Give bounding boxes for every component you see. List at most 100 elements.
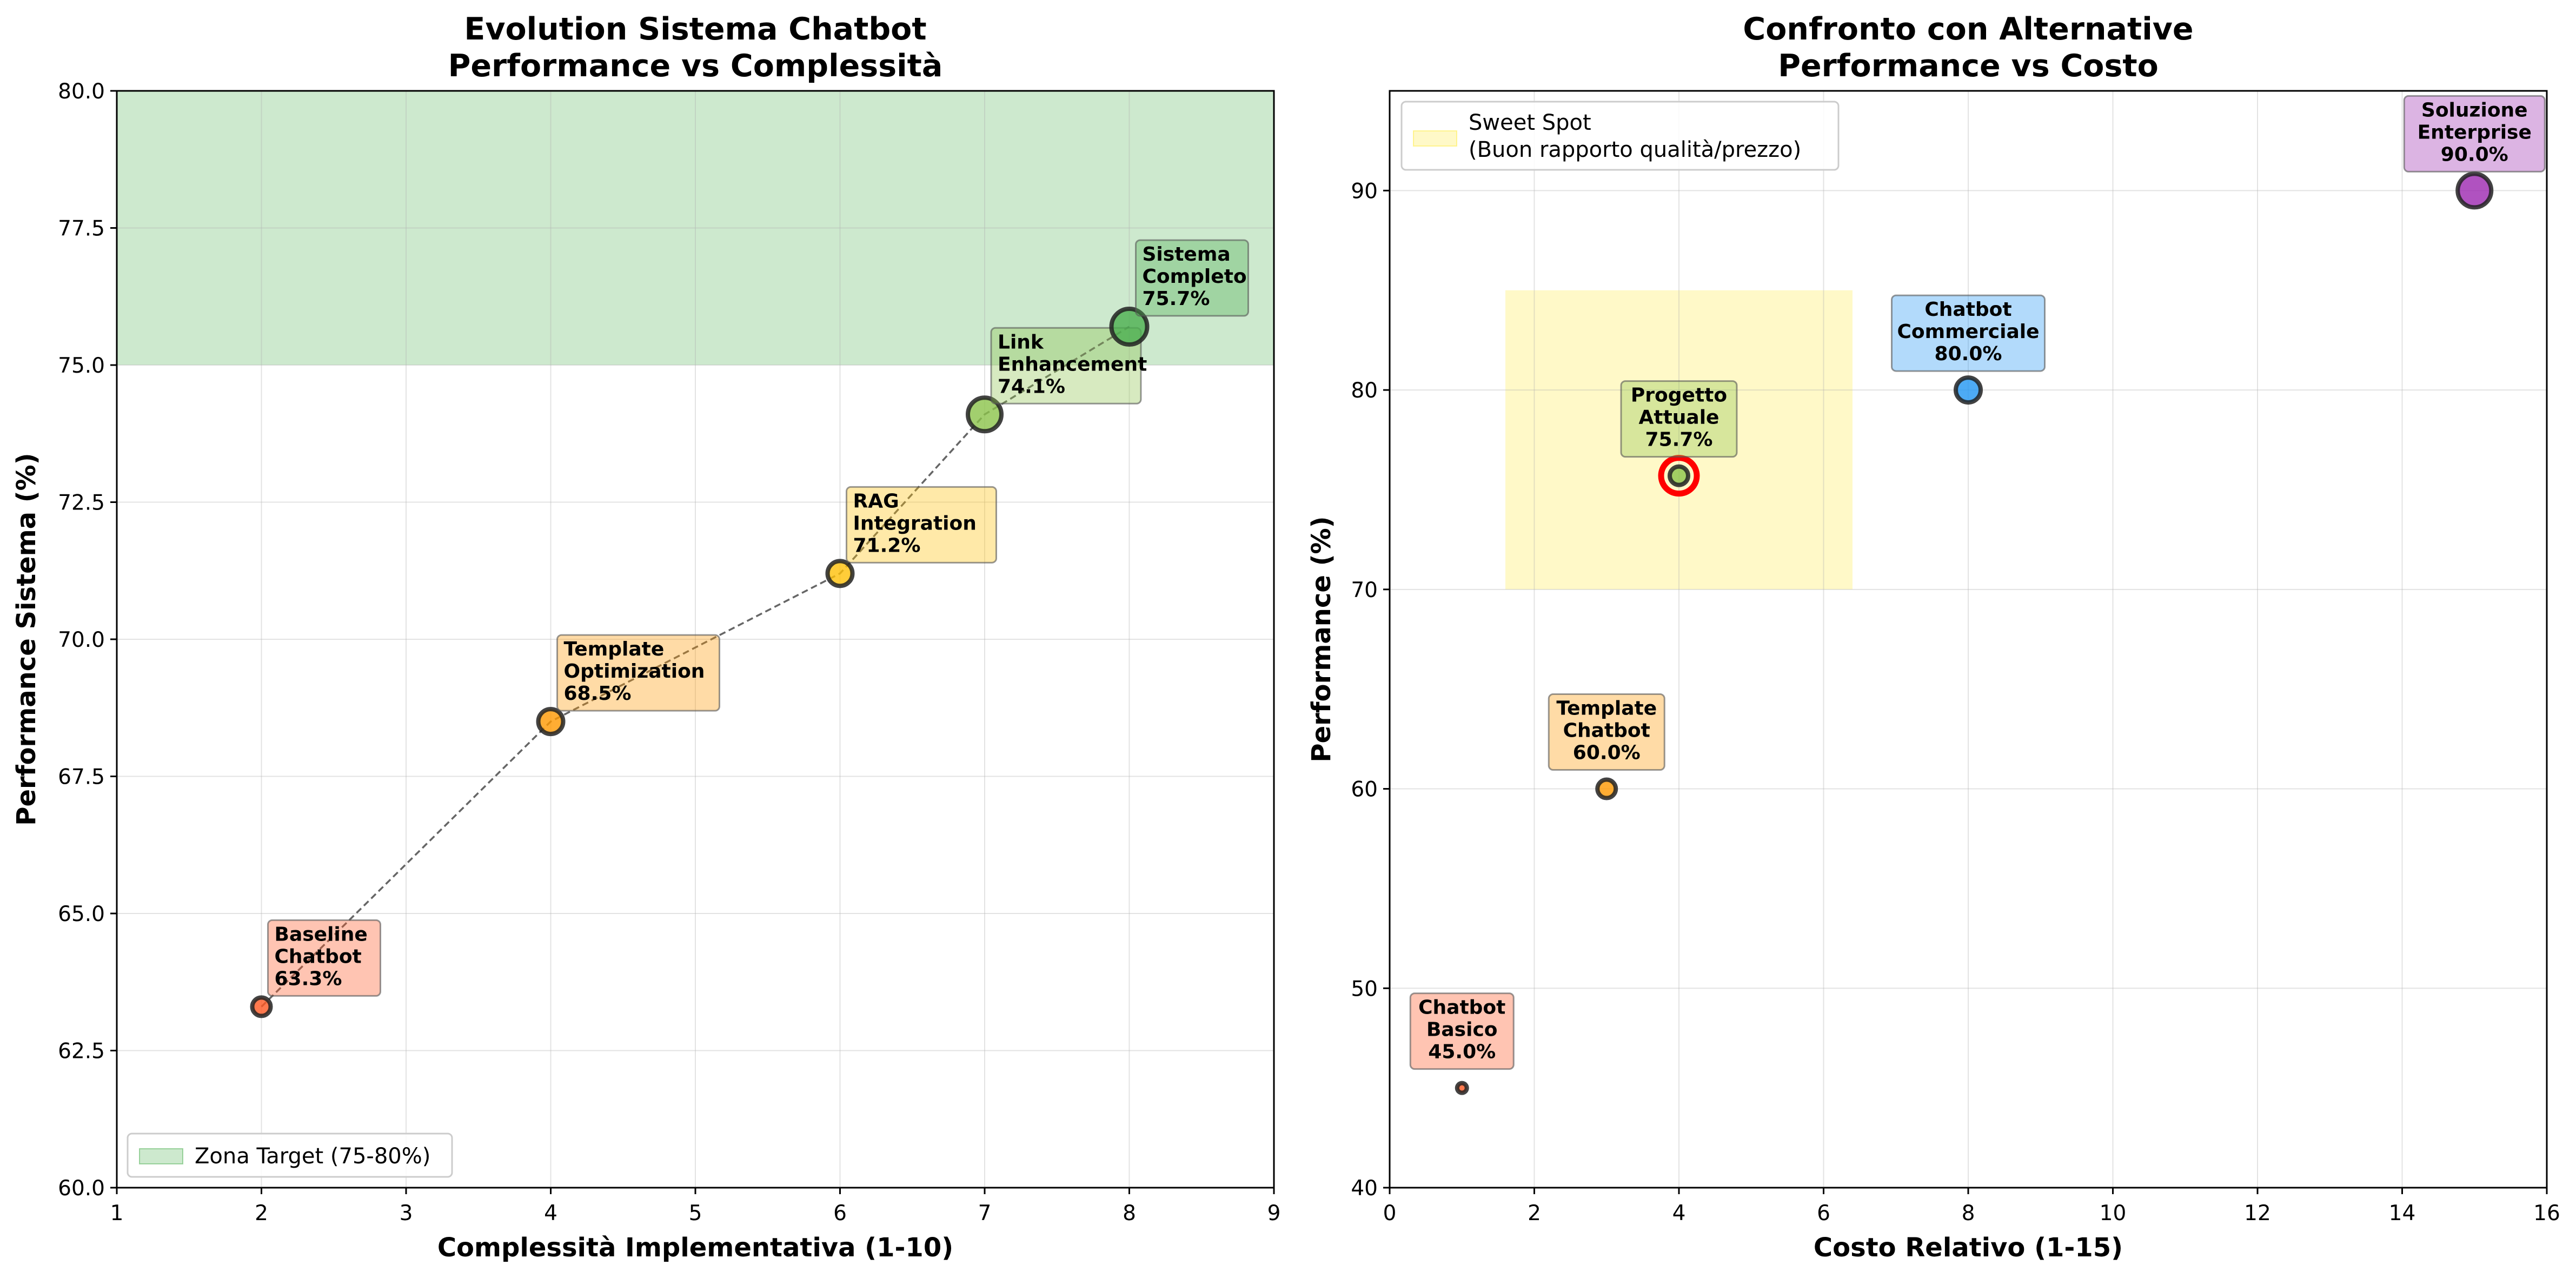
point-label-line: 68.5% <box>564 683 632 705</box>
point-label-box <box>1135 239 1249 317</box>
point-label-line: Basico <box>1426 1019 1498 1041</box>
point-label: Chatbot Basico 45.0% <box>1418 997 1505 1063</box>
x-tick-label: 9 <box>1267 1201 1281 1226</box>
point-label-line: Integration <box>853 512 977 534</box>
data-point <box>825 559 855 588</box>
x-tick-label: 0 <box>1383 1201 1397 1226</box>
y-axis-label: Performance Sistema (%) <box>11 453 42 825</box>
point-label-box <box>1409 992 1515 1070</box>
point-label-box <box>990 327 1142 405</box>
x-tick-label: 7 <box>978 1201 992 1226</box>
point-label-line: Enterprise <box>2418 121 2532 143</box>
point-label-line: Soluzione <box>2421 99 2528 121</box>
y-tick-label: 80.0 <box>58 80 105 104</box>
chart-evolution: Baseline Chatbot 63.3% Template Optimization… <box>11 11 1280 1263</box>
x-tick-label: 3 <box>400 1201 413 1226</box>
y-tick-label: 65.0 <box>58 902 105 926</box>
point-label: Chatbot Commerciale 80.0% <box>1897 299 2039 365</box>
x-tick-label: 4 <box>544 1201 557 1226</box>
x-tick-label: 6 <box>1817 1201 1830 1226</box>
point-label-line: Optimization <box>564 660 705 683</box>
data-point <box>2455 171 2494 210</box>
point-label-line: Template <box>1556 698 1657 720</box>
legend-box <box>1400 101 1840 171</box>
y-tick-label: 62.5 <box>58 1039 105 1064</box>
x-axis-label: Complessità Implementativa (1-10) <box>437 1233 953 1263</box>
point-label-line: Progetto <box>1631 385 1727 407</box>
point-label-line: 75.7% <box>1645 429 1713 451</box>
y-tick-label: 80 <box>1351 379 1378 403</box>
chart-title: Evolution Sistema Chatbot <box>464 11 926 47</box>
chart-title: Confronto con Alternative <box>1743 11 2193 47</box>
chart-subtitle: Performance vs Complessità <box>448 48 943 84</box>
point-label-box <box>556 634 720 712</box>
point-label: Template Chatbot 60.0% <box>1556 698 1657 764</box>
point-label: Baseline Chatbot 63.3% <box>275 923 368 990</box>
x-tick-label: 4 <box>1672 1201 1686 1226</box>
legend-label-sweet-spot-line: Sweet Spot <box>1469 110 1591 135</box>
point-label-box <box>2403 95 2546 173</box>
point-label-line: Chatbot <box>1418 997 1505 1019</box>
point-label-box <box>267 919 381 997</box>
point-label-line: Chatbot <box>1563 720 1650 742</box>
highlight-ring <box>1658 455 1700 497</box>
point-label-line: 74.1% <box>998 375 1065 398</box>
y-tick-label: 75.0 <box>58 354 105 378</box>
point-label-line: Completo <box>1143 266 1247 288</box>
x-axis-label: Costo Relativo (1-15) <box>1814 1233 2123 1263</box>
legend-label-target: Zona Target (75-80%) <box>195 1144 430 1169</box>
point-label: Soluzione Enterprise 90.0% <box>2418 99 2532 165</box>
legend-label-sweet-spot: Sweet Spot (Buon rapporto qualità/prezzo) <box>1469 110 1801 162</box>
x-tick-label: 12 <box>2244 1201 2271 1226</box>
point-label-line: Attuale <box>1639 407 1719 429</box>
x-tick-label: 5 <box>689 1201 702 1226</box>
data-point <box>1109 307 1150 347</box>
legend-label-sweet-spot-line: (Buon rapporto qualità/prezzo) <box>1469 137 1801 162</box>
data-point <box>250 995 273 1018</box>
x-tick-label: 2 <box>255 1201 268 1226</box>
data-point <box>1954 375 1983 405</box>
point-label-line: RAG <box>853 490 899 512</box>
point-label-line: 45.0% <box>1428 1041 1496 1063</box>
chart-comparison: Chatbot Basico 45.0%Template Chatbot 60.0%Pr… <box>1306 11 2560 1263</box>
y-tick-label: 70 <box>1351 578 1378 602</box>
y-tick-label: 90 <box>1351 179 1378 203</box>
point-label-line: Template <box>564 638 665 660</box>
x-tick-label: 14 <box>2389 1201 2416 1226</box>
point-label-line: 75.7% <box>1143 288 1210 310</box>
point-label-line: 71.2% <box>853 534 921 557</box>
y-tick-label: 60.0 <box>58 1176 105 1201</box>
x-tick-label: 10 <box>2100 1201 2127 1226</box>
point-label: Template Optimization 68.5% <box>564 638 705 705</box>
x-tick-label: 8 <box>1962 1201 1975 1226</box>
point-label: RAG Integration 71.2% <box>853 490 977 557</box>
legend-swatch-sweet-spot <box>1413 130 1457 147</box>
point-label-line: Chatbot <box>1924 299 2011 321</box>
x-tick-label: 1 <box>110 1201 124 1226</box>
point-label-box <box>1891 294 2046 372</box>
data-point <box>1455 1081 1469 1095</box>
point-label-line: Link <box>998 331 1044 353</box>
point-label: Link Enhancement 74.1% <box>998 331 1147 398</box>
data-point <box>1668 464 1690 487</box>
point-label-line: 63.3% <box>275 968 342 990</box>
x-tick-label: 8 <box>1123 1201 1136 1226</box>
y-tick-label: 77.5 <box>58 217 105 241</box>
sweet-spot-region <box>1505 290 1853 590</box>
point-label-line: Commerciale <box>1897 321 2039 343</box>
point-label-box <box>846 486 997 564</box>
y-tick-label: 72.5 <box>58 491 105 515</box>
x-tick-label: 16 <box>2533 1201 2560 1226</box>
y-tick-label: 60 <box>1351 778 1378 802</box>
x-tick-label: 6 <box>833 1201 847 1226</box>
y-tick-label: 67.5 <box>58 765 105 790</box>
point-label-line: 80.0% <box>1935 343 2002 365</box>
legend-swatch-target <box>139 1148 183 1164</box>
chart-subtitle: Performance vs Costo <box>1778 48 2159 84</box>
y-tick-label: 40 <box>1351 1176 1378 1201</box>
data-point <box>966 395 1004 434</box>
point-label-box <box>1620 380 1738 458</box>
point-label: Progetto Attuale 75.7% <box>1631 385 1727 451</box>
point-label-line: Sistema <box>1143 243 1231 266</box>
